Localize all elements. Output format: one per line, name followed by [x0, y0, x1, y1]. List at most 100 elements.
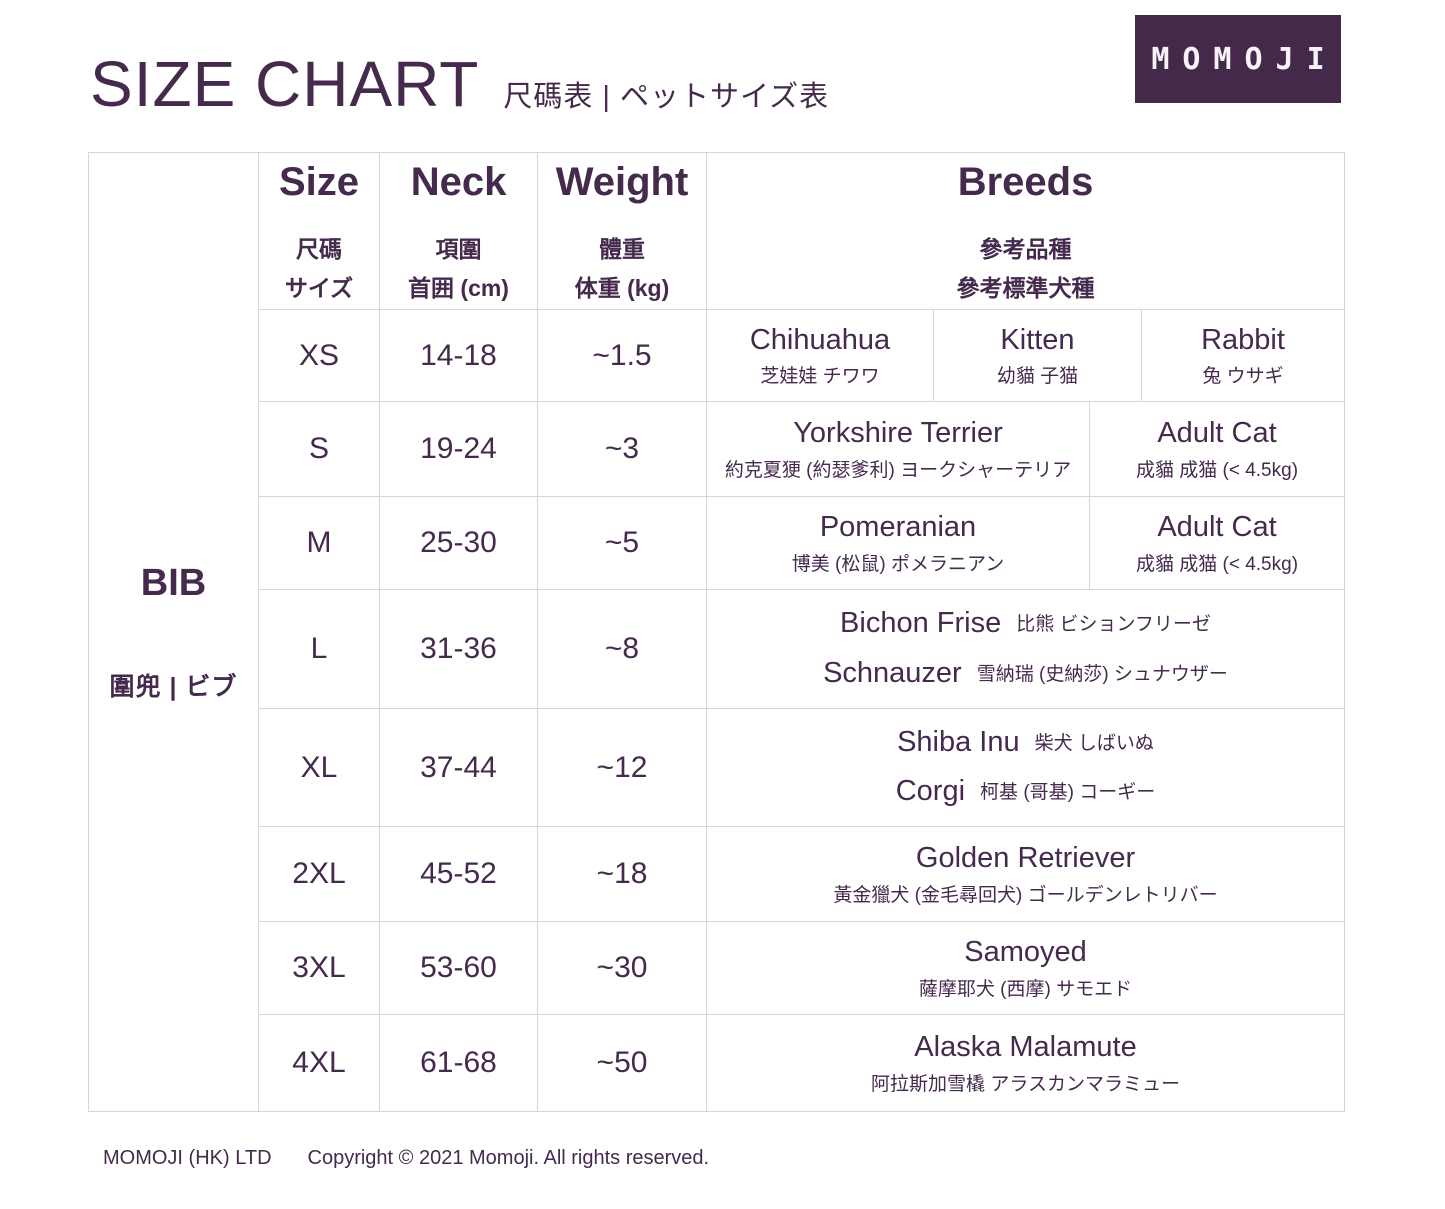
breed-item: Schnauzer 雪納瑞 (史納莎) シュナウザー — [823, 657, 1228, 690]
breed-item: Chihuahua 芝娃娃 チワワ — [707, 310, 933, 401]
breed-item: Bichon Frise 比熊 ビションフリーゼ — [840, 607, 1211, 640]
breed-name-localized: 柴犬 しばいぬ — [1034, 732, 1154, 754]
footer-company: MOMOJI (HK) LTD — [103, 1147, 272, 1169]
breed-item: Adult Cat 成貓 成猫 (< 4.5kg) — [1089, 497, 1344, 589]
header-breeds-line3: 參考標準犬種 — [956, 275, 1095, 301]
header-neck-line3: 首囲 (cm) — [408, 275, 509, 301]
product-name: BIB — [140, 561, 207, 604]
neck-value: 45-52 — [379, 827, 537, 921]
breed-item: Yorkshire Terrier 約克夏㹴 (約瑟爹利) ヨークシャーテリア — [707, 402, 1089, 496]
size-value: XL — [300, 750, 338, 784]
breeds-cell: Golden Retriever 黃金獵犬 (金毛尋回犬) ゴールデンレトリバー — [706, 827, 1344, 921]
breed-name-localized: 博美 (松鼠) ポメラニアン — [791, 553, 1005, 575]
table-header-row: Size 尺碼 サイズ Neck 項圍 首囲 (cm) Weight 體重 体重… — [259, 153, 1344, 309]
page-header: SIZE CHART 尺碼表 | ペットサイズ表 — [90, 52, 829, 116]
header-weight-line3: 体重 (kg) — [574, 275, 670, 301]
header-neck: Neck 項圍 首囲 (cm) — [379, 153, 537, 309]
breed-name-localized: 幼貓 子猫 — [996, 366, 1079, 388]
breed-name: Adult Cat — [1157, 417, 1277, 450]
breed-item: Samoyed 薩摩耶犬 (西摩) サモエド — [919, 922, 1132, 1014]
breed-item: Rabbit 兔 ウサギ — [1141, 310, 1344, 401]
breed-item: Shiba Inu 柴犬 しばいぬ — [897, 725, 1154, 759]
page-footer: MOMOJI (HK) LTD Copyright © 2021 Momoji.… — [103, 1147, 709, 1170]
header-breeds-en: Breeds — [957, 160, 1094, 204]
breed-name: Rabbit — [1201, 323, 1285, 356]
breed-item: Golden Retriever 黃金獵犬 (金毛尋回犬) ゴールデンレトリバー — [833, 827, 1217, 921]
neck-value: 61-68 — [379, 1015, 537, 1111]
size-value: S — [308, 432, 329, 465]
header-size-line3: サイズ — [284, 275, 354, 301]
product-cell: BIB 圍兜 | ビブ — [89, 153, 259, 1111]
header-weight-en: Weight — [555, 160, 689, 204]
breed-name-localized: 阿拉斯加雪橇 アラスカンマラミュー — [871, 1073, 1180, 1095]
neck-value: 19-24 — [379, 402, 537, 496]
weight-value: ~3 — [537, 402, 706, 496]
breed-name-localized: 黃金獵犬 (金毛尋回犬) ゴールデンレトリバー — [833, 884, 1218, 906]
page-title: SIZE CHART — [90, 48, 480, 120]
header-size: Size 尺碼 サイズ — [259, 153, 379, 309]
header-weight-zh: 體重 — [599, 236, 645, 262]
breed-name: Adult Cat — [1157, 511, 1277, 544]
size-value: 2XL — [292, 857, 346, 890]
breed-name: Alaska Malamute — [914, 1031, 1137, 1064]
weight-value: ~5 — [537, 497, 706, 589]
breed-name: Bichon Frise — [840, 607, 1002, 640]
neck-value: 14-18 — [379, 310, 537, 401]
breed-name: Schnauzer — [823, 657, 962, 690]
breed-name-localized: 比熊 ビションフリーゼ — [1016, 614, 1211, 636]
breed-name: Yorkshire Terrier — [793, 417, 1003, 450]
header-breeds-zh: 參考品種 — [979, 236, 1072, 262]
breeds-cell: Chihuahua 芝娃娃 チワワ Kitten 幼貓 子猫 Rabbit 兔 … — [706, 310, 1344, 401]
breed-name: Samoyed — [964, 936, 1087, 969]
size-value: 3XL — [292, 951, 346, 984]
breed-name: Shiba Inu — [897, 725, 1020, 758]
size-value: 4XL — [292, 1046, 346, 1079]
breed-name-localized: 雪納瑞 (史納莎) シュナウザー — [976, 664, 1228, 686]
weight-value: ~1.5 — [537, 310, 706, 401]
header-size-zh: 尺碼 — [296, 236, 342, 262]
breeds-cell: Pomeranian 博美 (松鼠) ポメラニアン Adult Cat 成貓 成… — [706, 497, 1344, 589]
breed-item: Kitten 幼貓 子猫 — [933, 310, 1141, 401]
weight-value: ~18 — [537, 827, 706, 921]
breed-name-localized: 約克夏㹴 (約瑟爹利) ヨークシャーテリア — [724, 459, 1072, 481]
breed-name-localized: 成貓 成猫 (< 4.5kg) — [1135, 459, 1299, 481]
header-neck-en: Neck — [410, 160, 507, 204]
breeds-cell: Bichon Frise 比熊 ビションフリーゼ Schnauzer 雪納瑞 (… — [706, 590, 1344, 708]
breed-name: Kitten — [1000, 323, 1075, 356]
product-name-localized: 圍兜 | ビブ — [109, 672, 238, 701]
weight-value: ~12 — [537, 709, 706, 826]
size-value: L — [310, 632, 328, 665]
table-row-s: S 19-24 ~3 Yorkshire Terrier 約克夏㹴 (約瑟爹利)… — [259, 401, 1344, 496]
breed-item: Corgi 柯基 (哥基) コーギー — [895, 775, 1156, 808]
neck-value: 37-44 — [379, 709, 537, 826]
table-row-4xl: 4XL 61-68 ~50 Alaska Malamute 阿拉斯加雪橇 アラス… — [259, 1014, 1344, 1111]
breed-name: Corgi — [895, 775, 966, 808]
breed-name-localized: 成貓 成猫 (< 4.5kg) — [1135, 553, 1299, 575]
momoji-logo: MOMOJI — [1135, 15, 1341, 103]
breed-name-localized: 薩摩耶犬 (西摩) サモエド — [918, 978, 1133, 1000]
size-value: M — [306, 526, 332, 559]
weight-value: ~50 — [537, 1015, 706, 1111]
breed-name: Chihuahua — [749, 323, 891, 356]
table-row-xs: XS 14-18 ~1.5 Chihuahua 芝娃娃 チワワ Kitten 幼… — [259, 309, 1344, 401]
table-body: Size 尺碼 サイズ Neck 項圍 首囲 (cm) Weight 體重 体重… — [259, 153, 1344, 1111]
table-row-l: L 31-36 ~8 Bichon Frise 比熊 ビションフリーゼ Schn… — [259, 589, 1344, 708]
breed-item: Pomeranian 博美 (松鼠) ポメラニアン — [707, 497, 1089, 589]
header-size-en: Size — [278, 160, 360, 204]
table-row-2xl: 2XL 45-52 ~18 Golden Retriever 黃金獵犬 (金毛尋… — [259, 826, 1344, 921]
size-value: XS — [298, 338, 340, 372]
breed-item: Alaska Malamute 阿拉斯加雪橇 アラスカンマラミュー — [871, 1015, 1180, 1111]
header-breeds: Breeds 參考品種 參考標準犬種 — [706, 153, 1344, 309]
neck-value: 31-36 — [379, 590, 537, 708]
breed-name: Golden Retriever — [915, 842, 1136, 875]
page-subtitle: 尺碼表 | ペットサイズ表 — [503, 81, 830, 113]
breed-name: Pomeranian — [819, 511, 977, 544]
size-chart-table: BIB 圍兜 | ビブ Size 尺碼 サイズ Neck 項圍 首囲 (cm) … — [88, 152, 1345, 1112]
footer-copyright: Copyright © 2021 Momoji. All rights rese… — [307, 1147, 710, 1169]
breeds-cell: Alaska Malamute 阿拉斯加雪橇 アラスカンマラミュー — [706, 1015, 1344, 1111]
table-row-m: M 25-30 ~5 Pomeranian 博美 (松鼠) ポメラニアン Adu… — [259, 496, 1344, 589]
breed-item: Adult Cat 成貓 成猫 (< 4.5kg) — [1089, 402, 1344, 496]
header-weight: Weight 體重 体重 (kg) — [537, 153, 706, 309]
breeds-cell: Yorkshire Terrier 約克夏㹴 (約瑟爹利) ヨークシャーテリア … — [706, 402, 1344, 496]
breed-name-localized: 芝娃娃 チワワ — [760, 366, 880, 388]
